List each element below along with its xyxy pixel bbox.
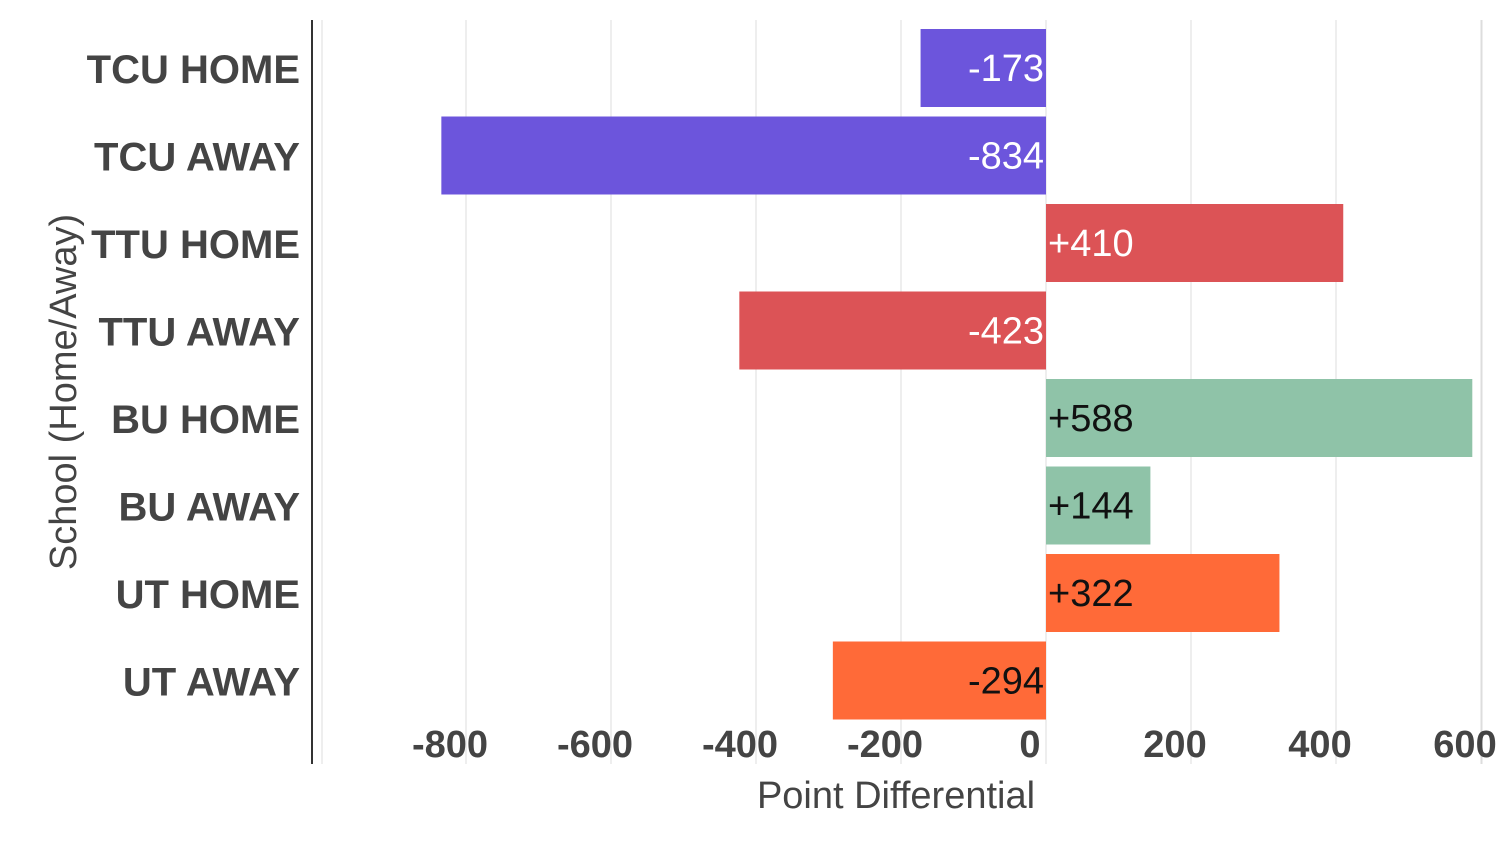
bar-value-label: +588 — [1048, 398, 1134, 440]
bar — [832, 641, 1046, 720]
bar-labels: -173 -834 +410 -423 +588 +144 +322 -294 — [968, 48, 1134, 703]
category-label: TCU HOME — [87, 48, 300, 92]
bar-value-label: -173 — [968, 48, 1044, 90]
bar-value-label: -423 — [968, 311, 1044, 353]
bar-value-label: +410 — [1048, 223, 1134, 265]
bars — [441, 29, 1473, 720]
x-tick-label: -800 — [412, 724, 488, 766]
bar-value-label: +322 — [1048, 573, 1134, 615]
x-axis-title: Point Differential — [757, 775, 1035, 817]
bar — [1046, 554, 1280, 632]
category-label: UT AWAY — [123, 661, 300, 705]
bar-value-label: -294 — [968, 661, 1044, 703]
x-tick-label: -200 — [847, 724, 923, 766]
category-label: UT HOME — [116, 573, 300, 617]
x-tick-label: -400 — [702, 724, 778, 766]
category-label: TCU AWAY — [94, 136, 300, 180]
x-tick-label: 0 — [1019, 724, 1040, 766]
category-label: BU HOME — [111, 398, 300, 442]
x-tick-label: 200 — [1143, 724, 1206, 766]
bar-value-label: -834 — [968, 136, 1044, 178]
bar — [1046, 379, 1473, 457]
x-tick-label: 400 — [1288, 724, 1351, 766]
bar — [920, 29, 1046, 107]
category-label: TTU HOME — [91, 223, 300, 267]
category-label: BU AWAY — [118, 486, 300, 530]
bar — [739, 291, 1046, 370]
y-axis-title: School (Home/Away) — [43, 214, 85, 570]
bar — [1046, 466, 1151, 545]
x-tick-label: -600 — [557, 724, 633, 766]
x-tick-label: 600 — [1433, 724, 1496, 766]
category-label: TTU AWAY — [98, 311, 300, 355]
bar-value-label: +144 — [1048, 486, 1134, 528]
bar — [1046, 204, 1344, 282]
category-labels: TCU HOME TCU AWAY TTU HOME TTU AWAY BU HOME B… — [87, 48, 301, 705]
bar — [441, 116, 1047, 195]
x-tick-labels: -800 -600 -400 -200 0 200 400 600 — [412, 724, 1497, 766]
